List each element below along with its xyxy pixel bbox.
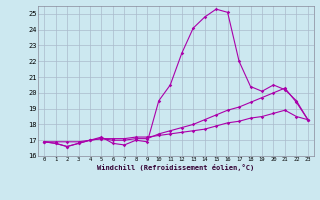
X-axis label: Windchill (Refroidissement éolien,°C): Windchill (Refroidissement éolien,°C) bbox=[97, 164, 255, 171]
